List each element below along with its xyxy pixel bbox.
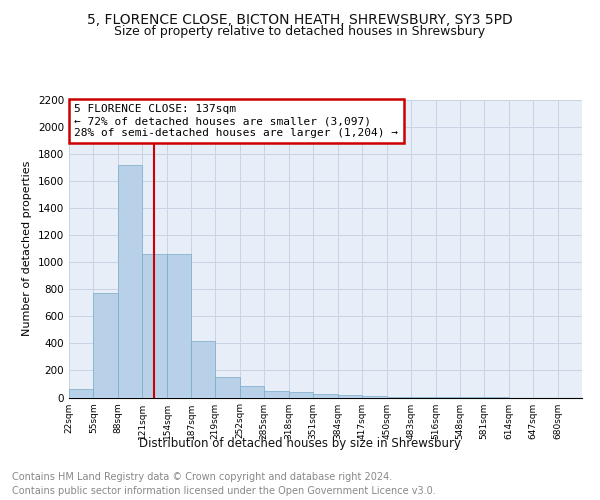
Text: Contains HM Land Registry data © Crown copyright and database right 2024.: Contains HM Land Registry data © Crown c…	[12, 472, 392, 482]
Bar	[191, 342, 215, 398]
Text: 5 FLORENCE CLOSE: 137sqm
← 72% of detached houses are smaller (3,097)
28% of sem: 5 FLORENCE CLOSE: 137sqm ← 72% of detach…	[74, 104, 398, 138]
Bar	[167, 254, 191, 398]
Bar	[362, 396, 387, 398]
Text: 5, FLORENCE CLOSE, BICTON HEATH, SHREWSBURY, SY3 5PD: 5, FLORENCE CLOSE, BICTON HEATH, SHREWSB…	[87, 12, 513, 26]
Bar	[313, 394, 338, 398]
Bar	[264, 390, 289, 398]
Y-axis label: Number of detached properties: Number of detached properties	[22, 161, 32, 336]
Bar	[118, 165, 142, 398]
Text: Size of property relative to detached houses in Shrewsbury: Size of property relative to detached ho…	[115, 25, 485, 38]
Bar	[289, 392, 313, 398]
Bar	[240, 386, 264, 398]
Bar	[94, 294, 118, 398]
Text: Contains public sector information licensed under the Open Government Licence v3: Contains public sector information licen…	[12, 486, 436, 496]
Bar	[69, 390, 94, 398]
Text: Distribution of detached houses by size in Shrewsbury: Distribution of detached houses by size …	[139, 438, 461, 450]
Bar	[215, 377, 240, 398]
Bar	[387, 397, 411, 398]
Bar	[338, 396, 362, 398]
Bar	[142, 254, 167, 398]
